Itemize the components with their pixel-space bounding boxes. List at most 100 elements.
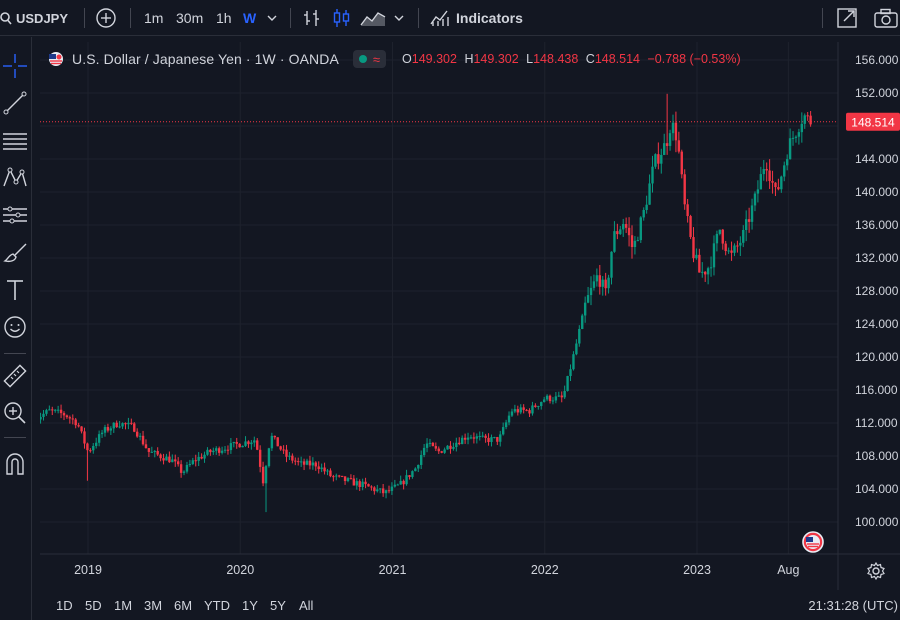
fib-tool[interactable] <box>0 126 30 156</box>
range-1y[interactable]: 1Y <box>242 597 258 613</box>
price-tick-label: 112.000 <box>855 416 898 430</box>
bars-style-button[interactable] <box>302 0 322 36</box>
candle-body <box>525 409 528 411</box>
candle-body <box>742 230 745 243</box>
candle-body <box>115 422 118 428</box>
candle-body <box>346 478 350 482</box>
forecast-tool[interactable] <box>0 200 30 230</box>
candle-body <box>721 229 724 244</box>
price-tick-label: 108.000 <box>855 449 899 463</box>
candle-body <box>616 231 619 235</box>
candle-body <box>379 488 382 490</box>
chart-pane[interactable]: 156.000152.000148.000144.000140.000136.0… <box>33 42 900 620</box>
us-economic-event-icon[interactable] <box>802 531 824 553</box>
candles-icon <box>332 7 352 29</box>
candle-body <box>431 442 435 447</box>
trend-line-tool[interactable] <box>0 88 30 118</box>
magnet-tool[interactable] <box>0 449 30 479</box>
candle-body <box>513 409 517 412</box>
fullscreen-button[interactable] <box>836 0 858 36</box>
range-3m[interactable]: 3M <box>144 597 163 613</box>
candle-body <box>159 454 162 459</box>
measure-tool[interactable] <box>0 361 30 391</box>
candle-body <box>103 427 107 433</box>
interval-1m[interactable]: 1m <box>144 10 164 26</box>
camera-icon <box>874 8 898 28</box>
range-5d[interactable]: 5D <box>85 597 102 613</box>
candle-body <box>42 413 45 417</box>
range-5y[interactable]: 5Y <box>270 597 286 613</box>
candle-body <box>510 411 514 416</box>
brush-tool[interactable] <box>0 238 30 268</box>
candle-body <box>171 459 174 463</box>
price-chart[interactable]: 156.000152.000148.000144.000140.000136.0… <box>33 42 900 590</box>
last-price-tag[interactable] <box>846 112 900 131</box>
area-style-button[interactable] <box>360 0 386 36</box>
price-tick-label: 144.000 <box>855 152 899 166</box>
pattern-tool[interactable] <box>0 163 30 193</box>
interval-dropdown-button[interactable] <box>266 0 278 36</box>
candle-body <box>586 295 590 303</box>
toolbar-divider <box>822 8 823 28</box>
price-tick-label: 100.000 <box>855 515 899 529</box>
crosshair-tool[interactable] <box>0 51 30 81</box>
candle-body <box>449 445 452 449</box>
candle-body <box>739 242 742 246</box>
candles-style-button[interactable] <box>332 0 352 36</box>
range-1d[interactable]: 1D <box>56 597 73 613</box>
toolbar-divider <box>290 8 291 28</box>
candle-body <box>744 219 748 231</box>
candle-body <box>469 437 473 439</box>
interval-w[interactable]: W <box>243 10 257 26</box>
candle-body <box>501 427 505 435</box>
candle-body <box>106 427 110 431</box>
candle-body <box>80 426 83 432</box>
candle-body <box>613 231 616 252</box>
text-tool[interactable] <box>0 275 30 305</box>
compare-add-button[interactable] <box>95 0 117 36</box>
candle-body <box>686 204 689 217</box>
candle-body <box>51 409 54 411</box>
candle-body <box>680 151 683 175</box>
magnet-icon <box>4 452 26 476</box>
bars-icon <box>302 8 322 28</box>
expand-icon <box>836 7 858 29</box>
candle-body <box>636 240 640 242</box>
candle-body <box>434 446 438 449</box>
chart-grid <box>40 42 838 554</box>
candle-body <box>496 437 499 442</box>
utc-clock[interactable]: 21:31:28 (UTC) <box>808 597 898 613</box>
open-key: O <box>402 52 412 66</box>
chart-type-dropdown-button[interactable] <box>393 0 405 36</box>
market-status-pill[interactable]: ≈ <box>352 50 387 68</box>
symbol-search-button[interactable]: USDJPY <box>0 0 68 36</box>
range-6m[interactable]: 6M <box>174 597 193 613</box>
chevron-down-icon <box>393 14 405 22</box>
range-ytd[interactable]: YTD <box>204 597 230 613</box>
chart-settings-button[interactable] <box>866 561 886 581</box>
candle-body <box>592 281 596 288</box>
trend-line-icon <box>3 91 27 115</box>
ruler-icon <box>2 363 28 389</box>
indicators-button[interactable]: Indicators <box>430 0 523 36</box>
toolbar-divider <box>4 437 26 438</box>
range-all[interactable]: All <box>299 597 314 613</box>
zoom-tool[interactable] <box>0 398 30 428</box>
candle-body <box>499 434 502 442</box>
text-icon <box>4 278 26 302</box>
candle-body <box>135 431 139 437</box>
range-1m[interactable]: 1M <box>114 597 133 613</box>
price-axis[interactable]: 156.000152.000148.000144.000140.000136.0… <box>837 42 900 590</box>
interval-30m[interactable]: 30m <box>176 10 204 26</box>
candle-body <box>185 464 189 472</box>
interval-1h[interactable]: 1h <box>216 10 232 26</box>
candle-body <box>297 461 300 463</box>
time-axis[interactable]: 2019 2020 2021 2022 2023 Aug <box>40 553 900 577</box>
candle-body <box>253 440 256 443</box>
emoji-tool[interactable] <box>0 312 30 342</box>
chart-title[interactable]: U.S. Dollar / Japanese Yen · 1W · OANDA <box>72 51 339 67</box>
candle-body <box>619 229 622 235</box>
snapshot-button[interactable] <box>874 0 898 36</box>
candle-body <box>179 464 183 473</box>
candle-body <box>581 315 584 329</box>
